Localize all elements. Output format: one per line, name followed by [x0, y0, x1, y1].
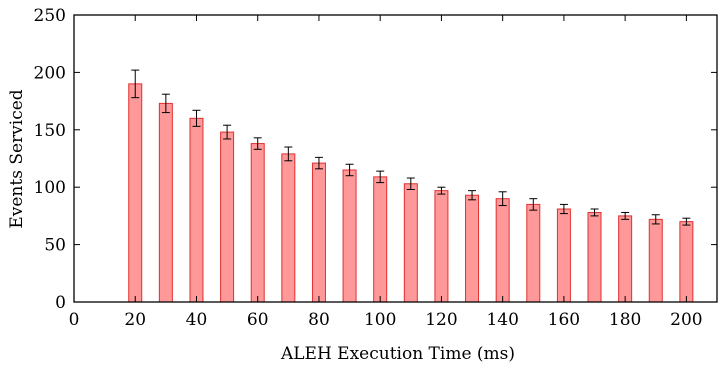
bar: [342, 169, 357, 303]
error-bar: [253, 137, 262, 150]
error-bar: [161, 93, 170, 114]
y-tick-label: 0: [55, 293, 66, 313]
error-bar: [314, 156, 323, 170]
bar: [434, 190, 449, 303]
error-bar: [621, 211, 630, 220]
plot-frame: [73, 14, 718, 303]
bar: [526, 203, 541, 303]
bar: [281, 153, 296, 303]
x-tick-label: 20: [124, 310, 146, 330]
bar: [403, 183, 418, 303]
y-tick-label: 200: [34, 63, 66, 83]
bar: [465, 194, 480, 303]
error-bar: [498, 191, 507, 207]
bar: [648, 218, 663, 303]
error-bar: [284, 146, 293, 162]
y-axis-label: Events Serviced: [7, 89, 27, 228]
bar: [158, 102, 173, 303]
x-axis-label: ALEH Execution Time (ms): [280, 344, 515, 364]
error-bar: [223, 124, 232, 140]
bar: [250, 143, 265, 303]
error-bar: [406, 177, 415, 190]
error-bar: [559, 203, 568, 215]
x-tick-label: 40: [186, 310, 208, 330]
bar: [556, 208, 571, 303]
bar: [618, 215, 633, 303]
x-tick-label: 180: [609, 310, 641, 330]
y-tick-label: 50: [44, 236, 66, 256]
x-tick-label: 140: [486, 310, 518, 330]
bar: [373, 176, 388, 303]
x-tick-label: 200: [670, 310, 702, 330]
error-bar: [529, 198, 538, 211]
bar: [189, 117, 204, 303]
error-bar: [376, 170, 385, 184]
error-bar: [437, 186, 446, 195]
bar: [495, 198, 510, 303]
bar: [220, 131, 235, 303]
error-bar: [468, 190, 477, 201]
x-tick-label: 100: [364, 310, 396, 330]
error-bar: [682, 217, 691, 226]
bar: [311, 162, 326, 303]
bars-layer: [128, 69, 694, 303]
error-bar: [192, 109, 201, 127]
bar: [679, 221, 694, 303]
y-tick-label: 150: [34, 121, 66, 141]
x-tick-label: 80: [308, 310, 330, 330]
x-tick-label: 120: [425, 310, 457, 330]
y-tick-label: 100: [34, 178, 66, 198]
error-bar: [590, 208, 599, 217]
x-tick-label: 160: [548, 310, 580, 330]
bar: [587, 211, 602, 303]
error-bar: [131, 69, 140, 99]
bar: [128, 83, 143, 303]
error-bar: [345, 163, 354, 177]
error-bar: [651, 214, 660, 225]
axes-layer: 0 50 100 150 200 250 0 20 40 60 80 100 120 140 160 180 2…: [34, 6, 718, 330]
x-tick-label: 60: [247, 310, 269, 330]
y-tick-label: 250: [34, 6, 66, 26]
x-tick-label: 0: [69, 310, 80, 330]
